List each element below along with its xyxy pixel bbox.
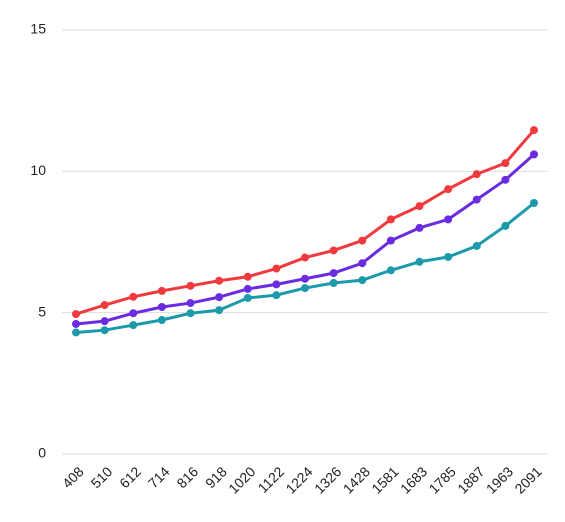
point [386,266,395,275]
point [215,293,224,302]
point [272,291,281,300]
x-tick-label: 816 [173,463,201,491]
point [100,317,109,326]
x-tick-label: 1224 [282,463,315,496]
x-tick-label: 612 [116,463,144,491]
point [329,278,338,287]
point [415,202,424,211]
x-tick-label: 1785 [426,463,459,496]
point [530,126,538,135]
point [272,264,281,273]
point [100,326,109,335]
point [72,328,80,337]
point [472,195,481,204]
point [444,252,453,261]
point [157,286,166,295]
point [358,236,367,245]
x-tick-label: 714 [145,463,173,491]
point [444,185,453,194]
point [72,319,80,328]
point [129,292,138,301]
point [415,257,424,266]
point [243,293,252,302]
y-tick-label: 15 [30,21,46,37]
point [215,276,224,285]
point [215,306,224,315]
x-tick-label: 2091 [511,463,544,496]
x-tick-label: 510 [88,463,116,491]
point [100,301,109,310]
point [415,223,424,232]
point [129,309,138,318]
x-tick-label: 1326 [311,463,344,496]
x-tick-label: 1887 [454,463,487,496]
point [530,150,538,159]
point [444,215,453,224]
point [358,259,367,268]
point [501,159,510,168]
x-tick-label: 1581 [368,463,401,496]
point [386,215,395,224]
point [186,309,195,318]
point [472,241,481,250]
x-tick-label: 1020 [225,463,258,496]
point [157,316,166,325]
point [272,280,281,289]
point [243,284,252,293]
point [358,276,367,285]
point [386,236,395,245]
y-tick-label: 5 [38,303,46,319]
point [530,198,538,207]
y-tick-label: 10 [30,162,46,178]
x-tick-label: 408 [59,463,87,491]
x-tick-label: 1963 [483,463,516,496]
point [186,299,195,308]
point [72,310,80,319]
x-tick-label: 1122 [255,463,288,496]
point [501,175,510,184]
point [301,253,309,262]
y-tick-label: 0 [38,445,46,461]
point [129,321,138,330]
point [501,221,510,230]
point [329,246,338,255]
point [157,303,166,312]
x-tick-label: 1683 [397,463,430,496]
point [329,269,338,278]
point [243,272,252,281]
point [186,281,195,290]
point [472,170,481,179]
point [301,274,309,283]
x-tick-label: 1428 [340,463,373,496]
point [301,284,309,293]
